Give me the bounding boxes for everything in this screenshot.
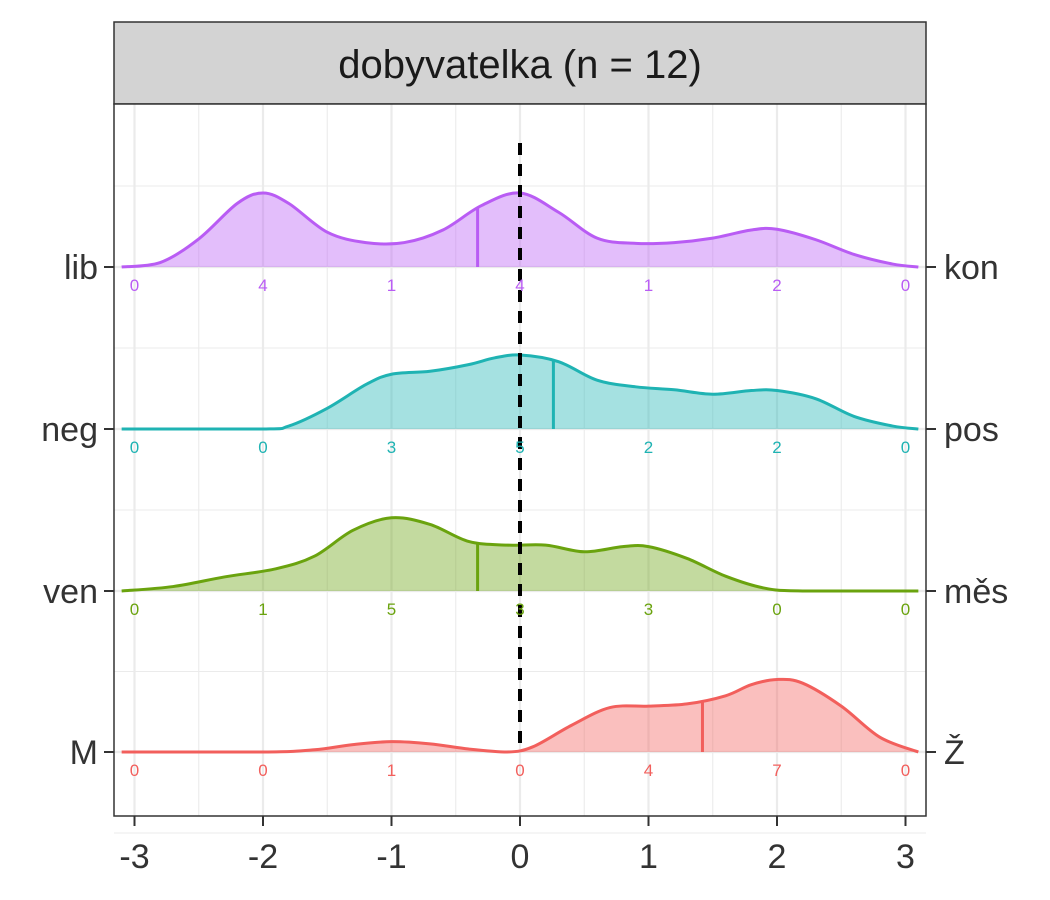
count-label: 3 xyxy=(515,600,524,619)
count-label: 4 xyxy=(515,276,524,295)
count-label: 0 xyxy=(901,600,910,619)
count-label: 7 xyxy=(772,761,781,780)
count-label: 0 xyxy=(901,438,910,457)
count-label: 0 xyxy=(772,600,781,619)
count-label: 0 xyxy=(130,276,139,295)
left-axis-label: M xyxy=(70,734,98,772)
count-label: 2 xyxy=(772,276,781,295)
right-axis-label: pos xyxy=(944,411,999,449)
left-axis: lib neg ven M xyxy=(41,249,114,772)
right-axis-label: Ž xyxy=(944,734,965,772)
count-label: 1 xyxy=(387,761,396,780)
x-tick-label: -1 xyxy=(376,838,406,876)
x-tick-label: 2 xyxy=(768,838,787,876)
left-axis-label: lib xyxy=(64,249,98,287)
count-label: 1 xyxy=(387,276,396,295)
count-label: 2 xyxy=(644,438,653,457)
ridge-line-neg xyxy=(121,353,919,431)
count-label: 0 xyxy=(130,761,139,780)
x-tick-label: 3 xyxy=(896,838,915,876)
right-axis-label: kon xyxy=(944,249,999,287)
count-label: 5 xyxy=(515,438,524,457)
x-tick-label: 0 xyxy=(511,838,530,876)
count-label: 2 xyxy=(772,438,781,457)
strip-background xyxy=(113,21,927,105)
count-label: 1 xyxy=(644,276,653,295)
count-label: 0 xyxy=(901,761,910,780)
ridge-area-ven xyxy=(121,517,919,591)
right-axis-label: měs xyxy=(944,573,1008,611)
count-label: 4 xyxy=(258,276,267,295)
count-labels: 0 4 1 4 1 2 0 0 0 3 5 2 2 0 0 1 5 3 3 0 0 0 0 1 0 4 7 0 xyxy=(130,276,910,780)
count-label: 5 xyxy=(387,600,396,619)
count-label: 0 xyxy=(901,276,910,295)
ridge-area-M xyxy=(121,679,919,752)
count-label: 3 xyxy=(644,600,653,619)
x-tick-label: 1 xyxy=(639,838,658,876)
strip-title: dobyvatelka (n = 12) xyxy=(338,43,702,87)
ridge-line-M xyxy=(121,677,919,754)
left-axis-label: ven xyxy=(43,573,98,611)
count-label: 4 xyxy=(644,761,653,780)
count-label: 1 xyxy=(258,600,267,619)
x-tick-label: -3 xyxy=(119,838,149,876)
x-tick-label: -2 xyxy=(248,838,278,876)
ridge-area-neg xyxy=(121,354,919,429)
count-label: 0 xyxy=(515,761,524,780)
left-axis-label: neg xyxy=(41,411,98,449)
x-axis: -3 -2 -1 0 1 2 3 xyxy=(119,816,915,876)
count-label: 3 xyxy=(387,438,396,457)
count-label: 0 xyxy=(130,600,139,619)
right-axis: kon pos měs Ž xyxy=(926,249,1008,772)
count-label: 0 xyxy=(258,761,267,780)
count-label: 0 xyxy=(258,438,267,457)
count-label: 0 xyxy=(130,438,139,457)
ridge-line-ven xyxy=(121,516,919,593)
